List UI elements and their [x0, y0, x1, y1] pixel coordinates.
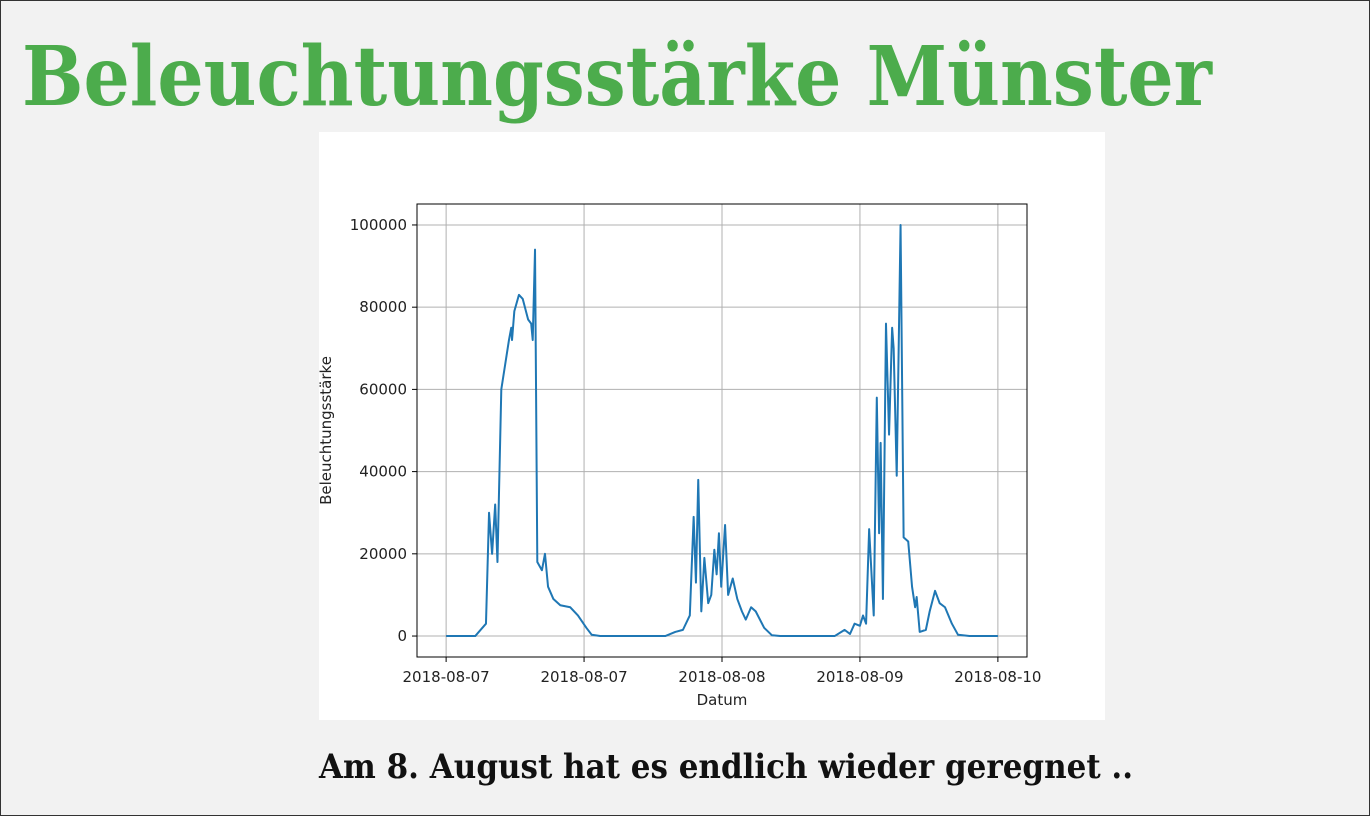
chart-background	[319, 132, 1105, 720]
x-tick-label: 2018-08-07	[540, 668, 627, 686]
x-tick-label: 2018-08-08	[678, 668, 765, 686]
y-tick-label: 0	[397, 627, 407, 645]
x-axis-label: Datum	[697, 691, 748, 709]
plot: 0 20000 40000 60000 80000 100000 2018-08-07 201…	[317, 203, 1041, 709]
axes-frame	[416, 203, 1028, 658]
y-tick-label: 20000	[359, 545, 407, 563]
caption: Am 8. August hat es endlich wieder gereg…	[318, 747, 1133, 787]
data-line	[446, 223, 998, 638]
y-tick-label: 80000	[359, 298, 407, 316]
y-tick-label: 60000	[359, 380, 407, 398]
y-tick-label: 100000	[350, 216, 407, 234]
x-tick-label: 2018-08-07	[403, 668, 490, 686]
y-tick-label: 40000	[359, 463, 407, 481]
x-tick-label: 2018-08-09	[816, 668, 903, 686]
x-tick-label: 2018-08-10	[954, 668, 1041, 686]
y-axis-label: Beleuchtungsstärke	[317, 356, 335, 505]
slide-title: Beleuchtungsstärke Münster	[22, 29, 1214, 125]
